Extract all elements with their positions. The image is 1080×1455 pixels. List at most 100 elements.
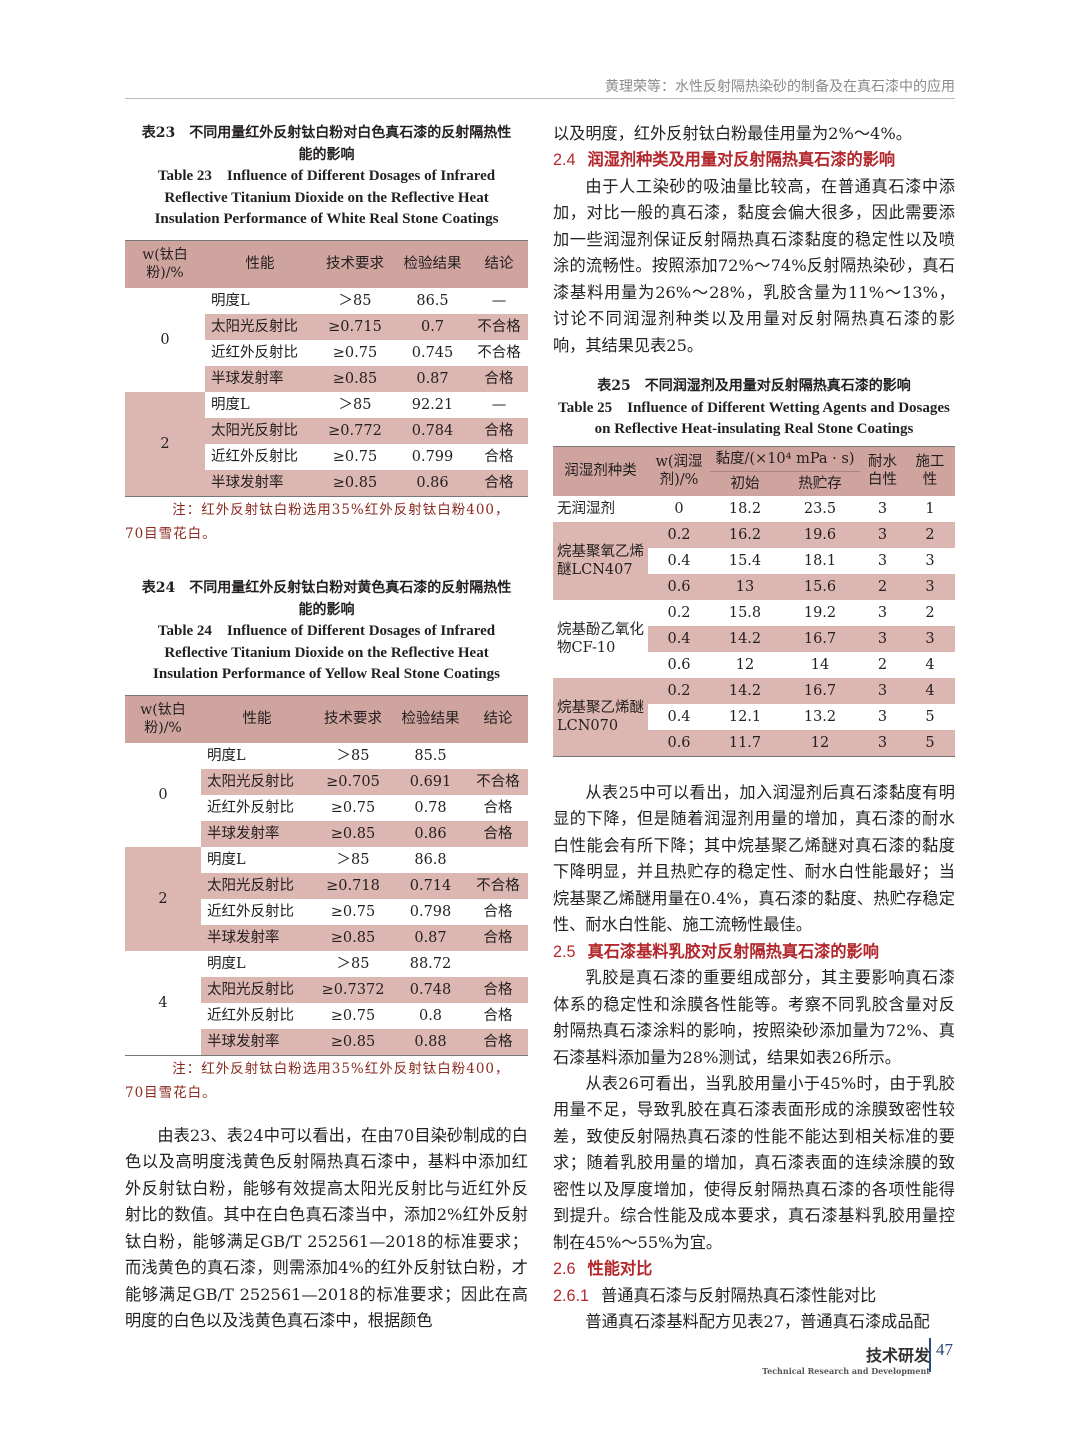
requirement-cell: ＞85 [336,748,370,764]
property-cell: 半球发射率 [205,366,315,392]
section-2-6-1-heading: 2.6.1 普通真石漆与反射隔热真石漆性能对比 [553,1283,955,1309]
table-row: 0 明度L ＞85 86.5 — [125,288,528,348]
section-2-5-paragraph-2: 从表26可看出，当乳胶用量小于45%时，由于乳胶用量不足，导致乳胶在真石漆表面形… [553,1073,955,1252]
conclusion-cell: 合格 [470,470,528,497]
column-header-hot-storage: 热贮存 [780,471,860,496]
requirement-cell: ≥0.705 [313,769,393,795]
table-row: 近红外反射比 ≥0.75 0.798 合格 [125,899,528,925]
conclusion-cell: 合格 [468,1029,528,1056]
table23: w(钛白粉)/% 性能 技术要求 检验结果 结论 0 明度L ＞85 86.5— 太阳光反射比 ≥0… [125,239,528,497]
result-cell: 0.86 [395,470,470,497]
property-cell: 太阳光反射比 [201,769,313,795]
table-row: 2 明度L ＞85 92.21 — [125,392,528,497]
table-row: 烷基酚乙氧化物CF-10 0.2 15.8 19.2 3 2 [553,600,955,656]
requirement-cell: ≥0.772 [315,418,395,444]
column-header-initial: 初始 [710,471,780,496]
dosage-cell: 0 [674,500,684,517]
dosage-cell: 0.4 [648,625,710,652]
result-cell: 0.87 [395,366,470,392]
section-2-6-heading: 2.6 性能对比 [553,1256,955,1282]
column-header-viscosity: 黏度/(×10⁴ mPa · s) [710,446,860,472]
result-cell: 0.87 [393,925,468,951]
initial-viscosity-cell: 12 [735,656,755,673]
conclusion-cell: 不合格 [468,769,528,795]
hot-storage-viscosity-cell: 13.2 [803,708,837,725]
requirement-cell: ≥0.85 [313,925,393,951]
table-row: 半球发射率 ≥0.85 0.86 合格 [125,470,528,497]
table-row: 太阳光反射比 ≥0.772 0.784 合格 [125,418,528,444]
table23-caption-cn: 表23 不同用量红外反射钛白粉对白色真石漆的反射隔热性能的影响 [141,125,512,163]
table23-note: 注：红外反射钛白粉选用35%红外反射钛白粉400，70目雪花白。 [125,502,510,542]
workability-cell: 5 [925,708,935,725]
column-header: 结论 [470,240,528,288]
property-cell: 半球发射率 [201,925,313,951]
conclusion-cell: 不合格 [470,314,528,340]
table23-block: 表23 不同用量红外反射钛白粉对白色真石漆的反射隔热性能的影响 Table 23… [125,123,528,546]
workability-cell: 3 [905,573,955,600]
section-2-4-paragraph: 由于人工染砂的吸油量比较高，在普通真石漆中添加，对比一般的真石漆，黏度会偏大很多… [553,176,955,355]
result-cell: 0.799 [411,449,454,465]
conclusion-cell: 合格 [468,977,528,1003]
workability-cell: 4 [905,677,955,704]
conclusion-cell: 合格 [483,904,513,920]
result-cell: 0.748 [393,977,468,1003]
result-cell: 0.745 [411,345,454,361]
result-cell: 0.798 [409,904,452,920]
table24-caption-en: Table 24 Influence of Different Dosages … [153,623,500,682]
footer-section-cn: 技术研发 [865,1346,930,1365]
table24-caption-cn: 表24 不同用量红外反射钛白粉对黄色真石漆的反射隔热性能的影响 [141,580,512,618]
column-header: 技术要求 [313,695,393,743]
conclusion-cell: 合格 [483,1008,513,1024]
conclusion-cell: 合格 [483,800,513,816]
table-row: 0.6 13 15.6 2 3 [553,573,955,600]
section-title: 性能对比 [587,1259,653,1279]
workability-cell: 4 [925,656,935,673]
water-whitening-cell: 3 [877,708,888,725]
table-row: 2 明度L ＞85 86.8 [125,847,528,951]
hot-storage-viscosity-cell: 16.7 [780,677,860,704]
water-whitening-cell: 3 [860,521,905,548]
requirement-cell: ＞85 [338,397,372,413]
hot-storage-viscosity-cell: 14 [810,656,830,673]
table-row: 太阳光反射比 ≥0.705 0.691 不合格 [125,769,528,795]
section-title: 普通真石漆与反射隔热真石漆性能对比 [601,1285,877,1305]
column-header: 检验结果 [395,240,470,288]
property-cell: 半球发射率 [205,470,315,497]
initial-viscosity-cell: 14.2 [710,677,780,704]
table24-block: 表24 不同用量红外反射钛白粉对黄色真石漆的反射隔热性能的影响 Table 24… [125,578,528,1105]
water-whitening-cell: 3 [877,500,888,517]
table24-note: 注：红外反射钛白粉选用35%红外反射钛白粉400，70目雪花白。 [125,1061,510,1101]
table-row: 太阳光反射比 ≥0.715 0.7 不合格 [125,314,528,340]
property-cell: 近红外反射比 [207,1008,294,1024]
column-header-dosage: w(润湿剂)/% [648,446,710,496]
footer-section-en: Technical Research and Development [762,1366,930,1376]
result-cell: 0.7 [395,314,470,340]
section-title: 真石漆基料乳胶对反射隔热真石漆的影响 [587,941,879,961]
column-header-workability: 施工性 [905,446,955,496]
dosage-cell: 0.2 [648,677,710,704]
property-cell: 太阳光反射比 [205,314,315,340]
conclusion-cell: — [491,397,507,413]
property-cell: 近红外反射比 [211,449,298,465]
conclusion-cell: 不合格 [468,873,528,899]
property-cell: 近红外反射比 [207,800,294,816]
table-row: 0.4 15.4 18.1 3 3 [553,548,955,574]
workability-cell: 2 [905,521,955,548]
result-cell: 0.86 [393,821,468,847]
conclusion-cell: 合格 [468,925,528,951]
section-number: 2.6 [553,1260,576,1279]
dosage-cell: 2 [125,847,201,951]
dosage-cell: 0.6 [667,656,691,673]
table-row: 无润湿剂 0 18.2 23.5 3 1 [553,496,955,522]
property-cell: 半球发射率 [201,821,313,847]
column-header-water-whitening: 耐水白性 [860,446,905,496]
water-whitening-cell: 2 [860,573,905,600]
water-whitening-cell: 3 [860,625,905,652]
workability-cell: 1 [925,500,935,517]
conclusion-cell: — [491,293,507,309]
section-number: 2.4 [553,151,576,170]
wetting-agent-cell: 烷基聚乙烯醚LCN070 [553,677,648,756]
result-cell: 0.714 [393,873,468,899]
requirement-cell: ≥0.75 [330,1008,376,1024]
conclusion-cell [468,951,528,977]
